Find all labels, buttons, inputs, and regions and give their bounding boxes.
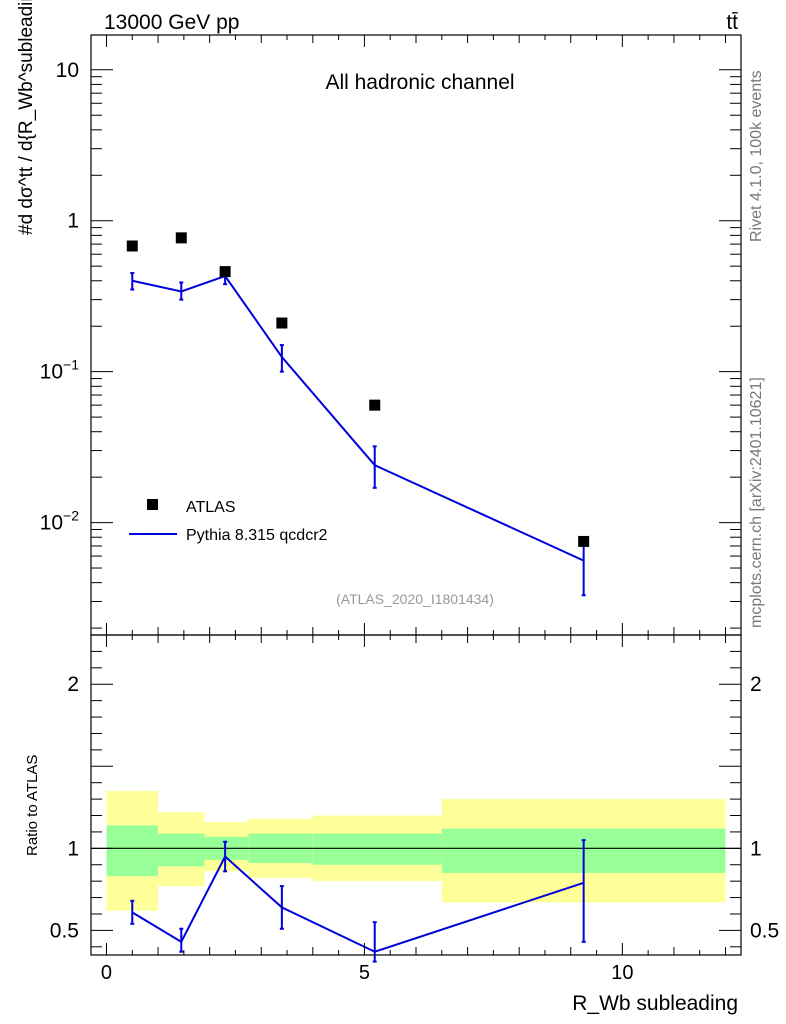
legend-marker-atlas — [147, 499, 158, 510]
y-tick-label-ratio-right-1: 1 — [750, 837, 762, 860]
main-frame — [90, 34, 742, 636]
atlas-marker-1 — [175, 232, 187, 244]
energy-label: 13000 GeV pp — [104, 11, 239, 34]
process-label: tt̄ — [726, 11, 738, 34]
data-markers — [126, 232, 590, 547]
mc-line-main — [132, 274, 585, 562]
atlas-marker-5 — [578, 535, 590, 547]
ratio-frame — [90, 634, 742, 956]
series-lines — [130, 267, 586, 963]
y-tick-label-main-0.1: 10−1 — [40, 357, 80, 384]
y-tick-label-ratio-left-1: 1 — [67, 837, 79, 860]
legend-label-atlas: ATLAS — [186, 499, 236, 516]
chart-title: All hadronic channel — [325, 71, 514, 94]
y-axis-label-ratio: Ratio to ATLAS — [24, 755, 41, 856]
legend: ATLAS Pythia 8.315 qcdcr2 — [129, 499, 328, 544]
ratio-bands — [106, 790, 726, 911]
x-tick-label-0: 0 — [101, 962, 112, 984]
mc-line-ratio — [131, 854, 584, 953]
y-tick-label-ratio-left-2: 2 — [67, 673, 79, 696]
x-tick-label-2: 10 — [611, 962, 633, 984]
ratio-band-green-1 — [158, 833, 205, 867]
y-axis-label-main: #d dσ^tt / d{R_Wb^subleading} [pb] — [16, 0, 37, 235]
ratio-band-green-0 — [106, 825, 159, 877]
rivet-label: Rivet 4.1.0, 100k events — [748, 70, 765, 242]
atlas-marker-4 — [369, 399, 381, 411]
mcplots-label: mcplots.cern.ch [arXiv:2401.10621] — [748, 377, 765, 628]
axis-ticks: 0 5 10 10 1 10−1 10−2 0.5 0.5 1 1 2 2 — [40, 35, 779, 984]
y-tick-label-main-10: 10 — [56, 59, 79, 82]
ratio-band-green-4 — [312, 833, 442, 865]
y-tick-label-main-1: 1 — [67, 210, 79, 233]
x-axis-label: R_Wb subleading — [572, 992, 738, 1015]
y-tick-label-ratio-right-2: 2 — [750, 673, 762, 696]
y-tick-label-ratio-right-0: 0.5 — [750, 919, 779, 942]
legend-label-pythia: Pythia 8.315 qcdcr2 — [186, 527, 328, 544]
atlas-marker-2 — [219, 266, 231, 278]
x-tick-label-1: 5 — [359, 962, 370, 984]
y-tick-label-main-0.01: 10−2 — [40, 508, 80, 535]
y-tick-label-ratio-left-0: 0.5 — [50, 919, 79, 942]
atlas-marker-3 — [276, 317, 288, 329]
analysis-id: (ATLAS_2020_I1801434) — [336, 591, 494, 607]
atlas-marker-0 — [126, 240, 138, 252]
